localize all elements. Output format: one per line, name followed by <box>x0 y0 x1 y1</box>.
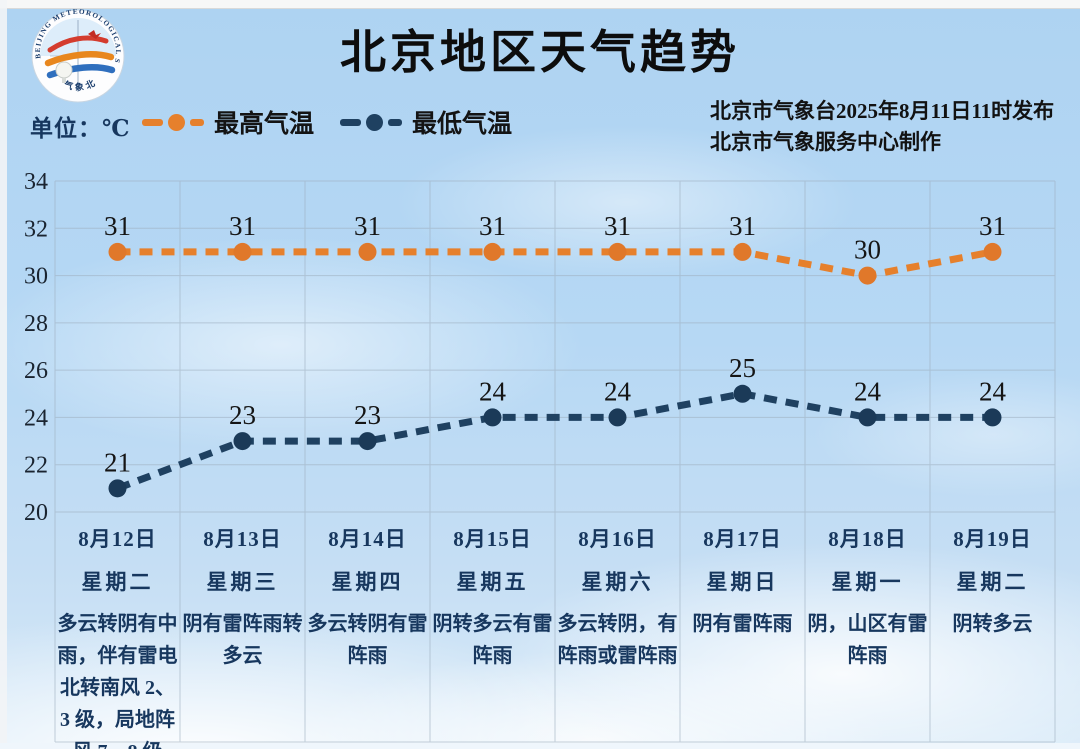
value-label: 31 <box>479 211 506 241</box>
legend-label-min: 最低气温 <box>412 111 513 138</box>
value-label: 24 <box>854 376 882 406</box>
svg-text:28: 28 <box>24 311 48 337</box>
value-label: 24 <box>479 376 507 406</box>
value-label: 23 <box>229 400 256 430</box>
legend-label-max: 最高气温 <box>214 111 315 138</box>
meteorological-service-logo-icon: BEIJING METEOROLOGICAL SERVICE 气象北京 <box>28 6 125 103</box>
svg-text:34: 34 <box>24 169 48 195</box>
value-label: 24 <box>604 376 632 406</box>
svg-text:24: 24 <box>24 405 48 431</box>
value-label: 24 <box>979 376 1007 406</box>
value-label: 30 <box>854 235 881 265</box>
page-title: 北京地区天气趋势 <box>340 27 740 78</box>
value-label: 31 <box>729 211 756 241</box>
dashed-line-min-icon <box>340 113 403 131</box>
issuer-line-1: 北京市气象台2025年8月11日11时发布 <box>710 99 1055 123</box>
value-label: 31 <box>354 211 381 241</box>
value-label: 31 <box>604 211 631 241</box>
series-points-min: 21 23 23 24 24 25 24 24 <box>104 353 1007 498</box>
chart-legend: 最高气温 最低气温 <box>142 104 512 140</box>
gridlines <box>54 180 1056 743</box>
svg-text:30: 30 <box>24 264 48 290</box>
series-line-max <box>117 248 994 280</box>
series-line-min <box>116 390 993 492</box>
value-label: 31 <box>229 211 256 241</box>
top-border-strip <box>0 0 1080 9</box>
svg-text:26: 26 <box>24 358 48 384</box>
svg-text:22: 22 <box>24 453 48 479</box>
svg-text:32: 32 <box>24 216 48 242</box>
issuer-line-2: 北京市气象服务中心制作 <box>710 130 941 154</box>
value-label: 25 <box>729 353 756 383</box>
dashed-line-max-icon <box>142 113 204 131</box>
legend-item-max-temp: 最高气温 <box>142 104 314 140</box>
value-label: 31 <box>104 211 131 241</box>
logo-bird-icon <box>88 30 101 39</box>
legend-item-min-temp: 最低气温 <box>340 104 512 140</box>
svg-text:20: 20 <box>24 500 48 526</box>
series-points-max: 31 31 31 31 31 31 30 31 <box>104 211 1006 285</box>
bottom-border-strip <box>0 743 1080 749</box>
issuer-block: 北京市气象台2025年8月11日11时发布 北京市气象服务中心制作 <box>710 96 1055 158</box>
value-label: 23 <box>354 400 381 430</box>
value-label: 21 <box>104 447 131 477</box>
left-border-strip <box>0 0 7 749</box>
y-axis-tick-labels: 20 22 24 26 28 30 32 34 <box>24 169 48 526</box>
unit-label: 单位：℃ <box>30 116 131 141</box>
value-label: 31 <box>979 211 1006 241</box>
